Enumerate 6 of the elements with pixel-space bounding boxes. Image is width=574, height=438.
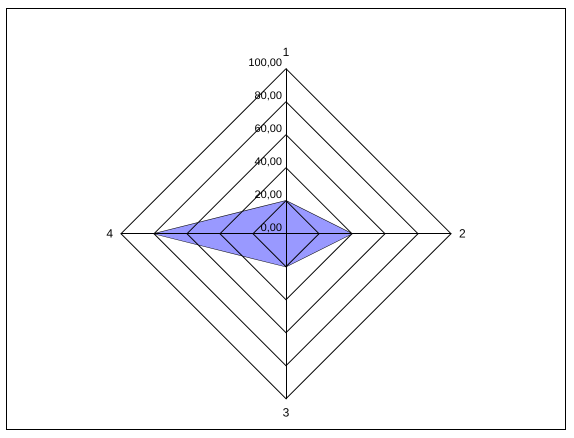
y-tick-label: 0,00 <box>260 222 282 234</box>
y-tick-label: 100,00 <box>248 57 282 70</box>
spoke-label: 1 <box>282 44 290 59</box>
spoke-label: 3 <box>282 406 290 420</box>
spoke-label: 4 <box>106 226 114 241</box>
spoke-label: 2 <box>459 226 466 241</box>
